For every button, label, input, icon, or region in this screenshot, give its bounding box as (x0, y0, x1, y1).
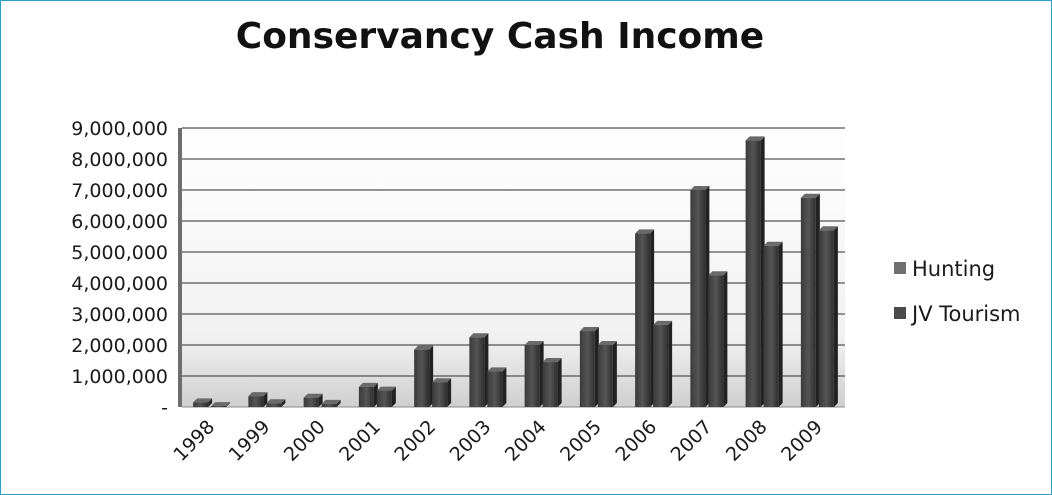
x-tick-label: 2000 (280, 416, 330, 466)
bar-side (336, 399, 341, 407)
bar-side (723, 271, 728, 407)
legend-label: Hunting (912, 257, 995, 281)
bar-top (800, 193, 820, 198)
bar-jv-tourism-2001 (376, 390, 392, 407)
x-tick-label: 2006 (611, 416, 661, 466)
bars (193, 136, 838, 407)
bar-top (818, 226, 838, 231)
bar-top (303, 393, 323, 398)
bar-top (414, 345, 434, 350)
x-tick-label: 2003 (446, 416, 496, 466)
legend-swatch (894, 307, 906, 319)
plot-wall (182, 128, 845, 407)
bar-jv-tourism-2009 (818, 230, 834, 407)
legend: Hunting JV Tourism (894, 257, 1021, 326)
y-tick-label: 4,000,000 (71, 273, 168, 295)
y-tick-label: 8,000,000 (71, 149, 168, 171)
y-tick-label: 5,000,000 (71, 242, 168, 264)
bar-top (432, 378, 452, 383)
x-tick-label: 2001 (335, 416, 385, 466)
bar-jv-tourism-1999 (266, 403, 282, 407)
bar-hunting-2006 (635, 233, 651, 407)
y-tick-label: 3,000,000 (71, 304, 168, 326)
y-tick-label: - (161, 397, 168, 419)
bar-side (833, 226, 838, 407)
bar-top (376, 386, 396, 391)
bar-jv-tourism-2006 (653, 324, 669, 407)
bar-hunting-1998 (193, 402, 209, 407)
bar-top (635, 229, 655, 234)
bar-side (447, 378, 452, 407)
y-tick-label: 9,000,000 (71, 118, 168, 140)
bar-top (579, 327, 599, 332)
y-tick-label: 2,000,000 (71, 335, 168, 357)
x-tick-label: 2007 (667, 416, 717, 466)
bar-jv-tourism-2003 (487, 371, 503, 407)
bar-side (668, 320, 673, 407)
x-tick-label: 2004 (501, 416, 551, 466)
y-tick-label: 7,000,000 (71, 180, 168, 202)
legend-swatch (894, 262, 906, 274)
x-tick-label: 2005 (556, 416, 606, 466)
x-tick-label: 1999 (225, 416, 275, 466)
bar-hunting-2001 (358, 386, 374, 407)
bar-side (502, 367, 507, 407)
bar-top (708, 271, 728, 276)
bar-top (745, 136, 765, 141)
bar-jv-tourism-2002 (432, 382, 448, 407)
bar-top (653, 320, 673, 325)
bar-top (542, 358, 562, 363)
y-axis: - 1,000,000 2,000,000 3,000,000 4,000,000 5,0… (71, 118, 168, 419)
x-tick-label: 2002 (390, 416, 440, 466)
bar-top (597, 341, 617, 345)
x-tick-label: 2009 (777, 416, 827, 466)
bar-hunting-2004 (524, 345, 540, 407)
bar-side (208, 398, 213, 407)
bar-top (469, 333, 489, 338)
bar-top (321, 399, 341, 404)
bar-jv-tourism-2007 (708, 275, 724, 407)
y-tick-label: 1,000,000 (71, 366, 168, 388)
bar-hunting-2009 (800, 197, 816, 407)
bar-top (266, 399, 286, 404)
bar-hunting-2008 (745, 140, 761, 407)
bar-jv-tourism-2005 (597, 345, 613, 407)
bar-side (281, 399, 286, 407)
bar-top (211, 402, 231, 407)
bar-top (487, 367, 507, 372)
bar-hunting-1999 (248, 396, 264, 407)
bar-jv-tourism-2000 (321, 403, 337, 407)
bar-jv-tourism-2008 (763, 245, 779, 407)
bar-jv-tourism-2004 (542, 362, 558, 407)
bar-side (778, 241, 783, 407)
bar-side (612, 341, 617, 407)
bar-hunting-2003 (469, 337, 485, 407)
bar-side (557, 358, 562, 407)
plot-area (178, 127, 845, 408)
bar-top (524, 341, 544, 345)
bar-jv-tourism-1998 (211, 406, 227, 407)
plot-side-wall (178, 128, 182, 407)
bar-top (248, 392, 268, 397)
bar-side (226, 402, 231, 407)
bar-side (318, 393, 323, 407)
chart-title: Conservancy Cash Income (235, 16, 765, 57)
x-tick-label: 1998 (169, 416, 219, 466)
bar-hunting-2005 (579, 331, 595, 407)
bar-hunting-2002 (414, 349, 430, 407)
bar-hunting-2007 (690, 190, 706, 407)
x-tick-label: 2008 (722, 416, 772, 466)
x-axis: 1998 1999 2000 2001 2002 2003 2004 2005 2006 2007… (169, 416, 827, 466)
bar-hunting-2000 (303, 397, 319, 407)
bar-side (391, 386, 396, 407)
bar-top (358, 382, 378, 387)
bar-top (193, 398, 213, 403)
legend-label: JV Tourism (910, 302, 1021, 326)
bar-top (763, 241, 783, 246)
bar-top (690, 186, 710, 190)
y-tick-label: 6,000,000 (71, 211, 168, 233)
